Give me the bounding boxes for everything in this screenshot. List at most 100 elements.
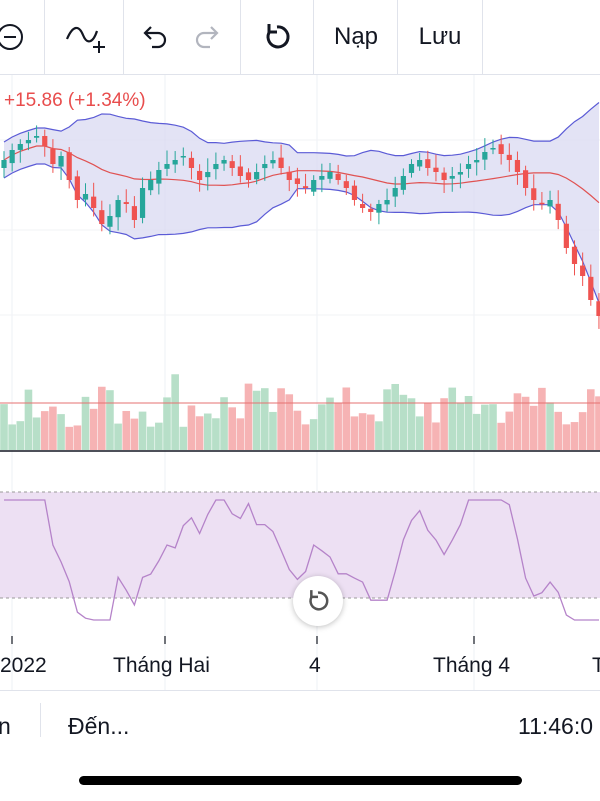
undo-icon [143, 26, 167, 49]
toolbar-divider [44, 0, 45, 74]
candle-body [343, 181, 349, 188]
volume-bar [187, 405, 196, 450]
bollinger-basis-line [3, 145, 600, 204]
candle-body [213, 164, 219, 170]
volume-bar [481, 404, 489, 450]
candle-body [474, 160, 480, 163]
volume-bar [570, 422, 579, 450]
candle-body [384, 200, 390, 205]
candle-body [34, 136, 40, 138]
candle-body [335, 173, 341, 180]
candle-body [580, 265, 586, 276]
candle-body [131, 206, 137, 220]
price-change-label: +15.86 (+1.34%) [4, 90, 146, 111]
redo-icon [195, 26, 219, 49]
volume-bar [32, 417, 41, 450]
x-axis-label: Tháng 4 [433, 654, 511, 677]
toolbar-divider [240, 0, 241, 74]
volume-bar [269, 411, 277, 450]
volume-bar [399, 394, 408, 450]
volume-bar [236, 418, 245, 450]
candle-body [588, 276, 594, 300]
reset-icon [266, 24, 290, 49]
date-range-button[interactable]: n [0, 713, 11, 739]
load-layout-button[interactable]: Nạp [333, 23, 379, 50]
volume-bar [220, 397, 228, 450]
candle-body [205, 172, 211, 178]
volume-bar [334, 403, 342, 450]
candle-body [197, 170, 203, 180]
candle-body [82, 194, 89, 200]
candle-body [294, 178, 300, 184]
redo-button[interactable] [180, 0, 236, 74]
volume-bar [578, 412, 587, 450]
volume-bar [244, 383, 253, 450]
volume-bar [73, 425, 82, 450]
candle-body [457, 172, 463, 175]
save-layout-button[interactable]: Lưu [418, 23, 462, 50]
volume-bar [228, 407, 236, 450]
add-indicator-button[interactable] [45, 0, 123, 74]
volume-bar [122, 410, 131, 450]
volume-bar [40, 411, 49, 450]
price-chart[interactable] [0, 75, 600, 690]
add-circle-button[interactable] [0, 0, 40, 74]
volume-bar [138, 411, 147, 450]
volume-bar [261, 388, 269, 450]
candlestick-series [1, 125, 600, 329]
volume-bar [57, 414, 65, 450]
clock-time: 11:46:0 [518, 713, 594, 739]
volume-bar [432, 422, 440, 450]
candle-body [164, 164, 170, 169]
volume-bar [366, 414, 375, 450]
candle-body [115, 200, 121, 218]
candle-body [278, 157, 284, 168]
volume-bar [277, 388, 285, 450]
indicator-add-icon [65, 26, 105, 53]
add-circle-icon [0, 24, 23, 50]
candle-body [262, 164, 268, 169]
volume-bar [89, 408, 98, 450]
volume-bar [538, 387, 546, 450]
candle-body [482, 152, 488, 160]
bollinger-lower-line [3, 163, 600, 304]
toolbar-divider [397, 0, 398, 74]
volume-bar [130, 418, 139, 450]
volume-bar [98, 386, 106, 450]
undo-button[interactable] [126, 0, 182, 74]
volume-bar [171, 374, 179, 450]
volume-bar [375, 421, 383, 450]
home-indicator [79, 776, 522, 785]
candle-body [172, 160, 178, 165]
volume-bar [489, 404, 497, 450]
candle-body [376, 204, 382, 213]
volume-bar [195, 416, 204, 450]
volume-bar [407, 398, 416, 450]
volume-bar [440, 398, 448, 450]
x-axis-label: 4 [309, 654, 321, 677]
volume-bar [24, 389, 33, 450]
volume-bar [595, 396, 600, 450]
candle-body [123, 202, 129, 204]
candle-body [9, 150, 15, 164]
volume-bar [106, 390, 114, 450]
candle-body [237, 166, 243, 176]
reset-scale-button[interactable] [293, 576, 343, 626]
volume-bar [285, 394, 294, 450]
volume-bar [65, 426, 73, 450]
volume-bar [358, 413, 367, 450]
candle-body [417, 160, 423, 167]
candle-body [408, 164, 415, 173]
candle-body [563, 223, 569, 248]
volume-bar [146, 426, 155, 450]
candle-body [441, 172, 447, 180]
volume-bar [163, 397, 171, 450]
rsi-band [0, 492, 600, 598]
volume-bar [0, 404, 8, 450]
reset-chart-button[interactable] [242, 0, 312, 74]
candle-body [319, 176, 325, 180]
go-to-date-button[interactable]: Đến... [68, 713, 130, 739]
volume-bar [456, 402, 465, 450]
candle-body [245, 172, 252, 180]
volume-bar [252, 390, 261, 450]
